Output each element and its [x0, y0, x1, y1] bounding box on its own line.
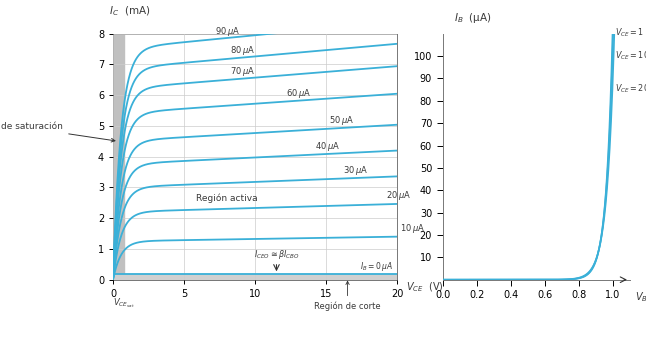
Text: $I_B = 0\,\mu A$: $I_B = 0\,\mu A$ — [360, 259, 393, 273]
Text: Región de corte: Región de corte — [314, 281, 381, 311]
Text: $10\,\mu$A: $10\,\mu$A — [400, 222, 425, 235]
Text: $40\,\mu$A: $40\,\mu$A — [315, 140, 340, 153]
Text: $V_{CE} = 10$ V: $V_{CE} = 10$ V — [616, 49, 646, 62]
Text: $V_{BE}$  (V): $V_{BE}$ (V) — [635, 291, 646, 304]
Text: $I_{CEO} \cong \beta I_{CBO}$: $I_{CEO} \cong \beta I_{CBO}$ — [254, 248, 299, 261]
Text: $V_{CE_{sat}}$: $V_{CE_{sat}}$ — [113, 297, 134, 310]
Text: $30\,\mu$A: $30\,\mu$A — [343, 164, 368, 177]
Text: $V_{CE} = 20$ V: $V_{CE} = 20$ V — [616, 83, 646, 95]
Text: $70\,\mu$A: $70\,\mu$A — [229, 65, 255, 78]
Text: $I_C$  (mA): $I_C$ (mA) — [109, 5, 150, 18]
Text: $V_{CE} = 1$ V: $V_{CE} = 1$ V — [616, 27, 646, 39]
Text: $60\,\mu$A: $60\,\mu$A — [286, 87, 311, 100]
Text: $I_B$  (μA): $I_B$ (μA) — [454, 11, 492, 25]
Text: $90\,\mu$A: $90\,\mu$A — [215, 25, 240, 37]
Text: $80\,\mu$A: $80\,\mu$A — [229, 44, 255, 57]
Text: $20\,\mu$A: $20\,\mu$A — [386, 189, 411, 203]
Bar — [113, 34, 124, 280]
Text: $50\,\mu$A: $50\,\mu$A — [329, 114, 354, 127]
Text: Región de saturación: Región de saturación — [0, 121, 115, 142]
Text: Región activa: Región activa — [196, 193, 258, 203]
Text: $V_{CE}$  (V): $V_{CE}$ (V) — [406, 281, 443, 294]
